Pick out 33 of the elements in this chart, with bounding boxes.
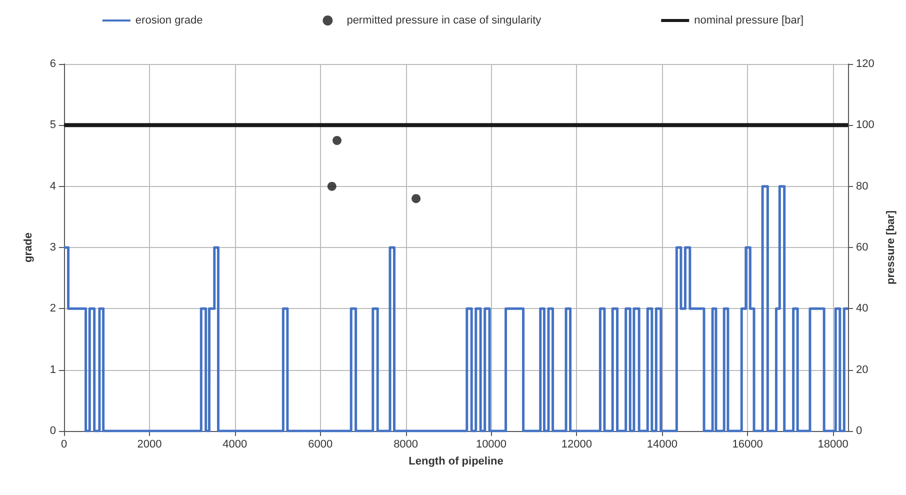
y2-tick-label: 60 <box>856 242 868 254</box>
point <box>412 194 421 204</box>
legend-label: erosion grade <box>135 14 203 26</box>
y2-tick-label: 20 <box>856 364 868 376</box>
legend-label: permitted pressure in case of singularity <box>346 14 542 26</box>
y-axis-title: grade <box>22 232 34 262</box>
point <box>332 136 342 145</box>
x-tick-label: 2000 <box>137 438 162 450</box>
legend-label: nominal pressure [bar] <box>694 14 804 26</box>
point <box>327 182 336 191</box>
y-tick-label: 4 <box>50 180 56 192</box>
x-tick-label: 6000 <box>308 438 333 450</box>
x-tick-label: 16000 <box>732 438 763 450</box>
y2-tick-label: 100 <box>856 119 874 132</box>
y2-tick-label: 40 <box>856 302 868 315</box>
y2-tick-label: 120 <box>856 58 874 70</box>
x-tick-label: 12000 <box>561 438 592 450</box>
x-tick-label: 8000 <box>394 438 418 450</box>
y2-tick-label: 0 <box>856 425 862 437</box>
y-tick-label: 5 <box>50 119 56 132</box>
x-tick-label: 0 <box>60 438 68 450</box>
x-tick-label: 4000 <box>222 438 248 450</box>
y-tick-label: 2 <box>50 302 56 315</box>
y2-axis-title: pressure [bar] <box>884 210 897 284</box>
y-tick-label: 0 <box>50 425 56 437</box>
x-axis-title: Length of pipeline <box>408 456 504 468</box>
y2-tick-label: 80 <box>856 180 868 192</box>
x-tick-label: 18000 <box>818 438 848 450</box>
x-tick-label: 10000 <box>476 438 507 450</box>
y-tick-label: 3 <box>50 242 56 254</box>
y-tick-label: 6 <box>50 58 56 70</box>
y-tick-label: 1 <box>50 364 56 376</box>
x-tick-label: 14000 <box>646 438 678 450</box>
